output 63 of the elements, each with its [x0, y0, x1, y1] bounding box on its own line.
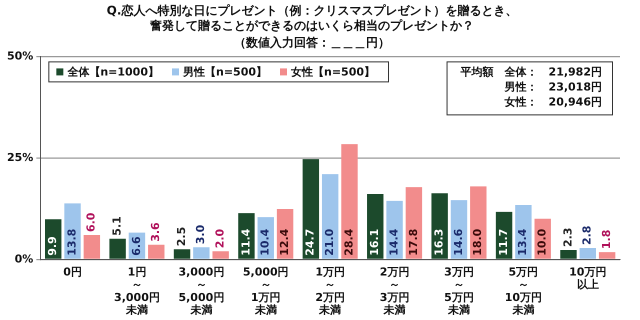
bar — [212, 251, 229, 259]
bar — [598, 252, 616, 259]
data-label: 10.4 — [258, 228, 272, 256]
x-tick-label: 0円 — [63, 266, 82, 279]
data-label: 11.4 — [239, 228, 252, 256]
data-label: 13.8 — [65, 228, 78, 256]
data-label: 2.5 — [174, 226, 188, 246]
bar — [84, 235, 100, 259]
x-tick-label: 1円～3,000円未満 — [114, 266, 160, 317]
legend-label: 女性【n=500】 — [290, 65, 376, 78]
x-tick-label: 3,000円～5,000円未満 — [178, 266, 224, 317]
data-label: 12.4 — [278, 228, 291, 256]
data-label: 13.4 — [516, 228, 530, 256]
bar — [431, 193, 448, 259]
bar — [109, 238, 126, 259]
data-label: 18.0 — [471, 228, 484, 256]
x-tick-label: 2万円～3万円未満 — [380, 266, 410, 317]
data-label: 3.6 — [149, 222, 162, 242]
bar — [174, 249, 190, 259]
bar — [322, 174, 338, 259]
data-label: 21.0 — [323, 228, 336, 256]
annotation: 男性： 23,018円 — [504, 80, 602, 94]
data-label: 6.6 — [130, 236, 143, 256]
data-label: 16.3 — [432, 228, 446, 256]
annotation: 平均額 全体： 21,982円 — [460, 65, 602, 78]
bar — [560, 250, 577, 259]
y-tick-label: 50% — [6, 49, 34, 62]
data-label: 17.8 — [406, 228, 420, 256]
bar — [406, 187, 422, 259]
data-label: 16.1 — [368, 228, 382, 256]
data-label: 9.9 — [46, 236, 60, 256]
bar — [470, 186, 487, 259]
data-label: 1.8 — [600, 230, 613, 250]
x-tick-label: 3万円～5万円未満 — [444, 266, 474, 317]
legend-label: 全体【n=1000】 — [66, 65, 159, 78]
data-label: 10.0 — [536, 228, 549, 256]
bar — [302, 159, 320, 259]
y-tick-label: 25% — [6, 150, 34, 164]
data-label: 28.4 — [342, 228, 356, 256]
bar — [193, 247, 210, 259]
bar — [148, 244, 164, 259]
chart-title: Q.恋人へ特別な日にプレゼント（例：クリスマスプレゼント）を贈るとき、奮発して贈ることができるのはいくら相当のプレゼントか？ — [106, 4, 518, 33]
x-tick-label: 5,000円～1万円未満 — [242, 266, 289, 317]
data-label: 5.1 — [110, 216, 124, 236]
legend-label: 男性【n=500】 — [182, 65, 268, 78]
data-label: 6.0 — [84, 212, 98, 232]
data-label: 2.0 — [214, 228, 227, 248]
y-tick-label: 0% — [14, 252, 34, 266]
data-label: 24.7 — [304, 228, 317, 256]
data-label: 2.3 — [561, 228, 574, 248]
chart-subtitle: （数値入力回答：＿＿＿円） — [234, 35, 390, 50]
data-label: 11.7 — [496, 228, 510, 256]
x-tick-label: 1万円～2万円未満 — [315, 266, 345, 317]
data-label: 14.6 — [452, 228, 465, 256]
annotation: 女性： 20,946円 — [504, 95, 602, 108]
bar — [341, 144, 358, 259]
bar — [367, 194, 384, 259]
data-label: 2.8 — [580, 226, 594, 246]
x-tick-label: 5万円～10万円未満 — [504, 266, 542, 317]
data-label: 14.4 — [387, 228, 400, 256]
x-tick-label: 10万円以上 — [569, 266, 606, 292]
bar — [580, 248, 596, 259]
data-label: 3.0 — [194, 224, 208, 244]
